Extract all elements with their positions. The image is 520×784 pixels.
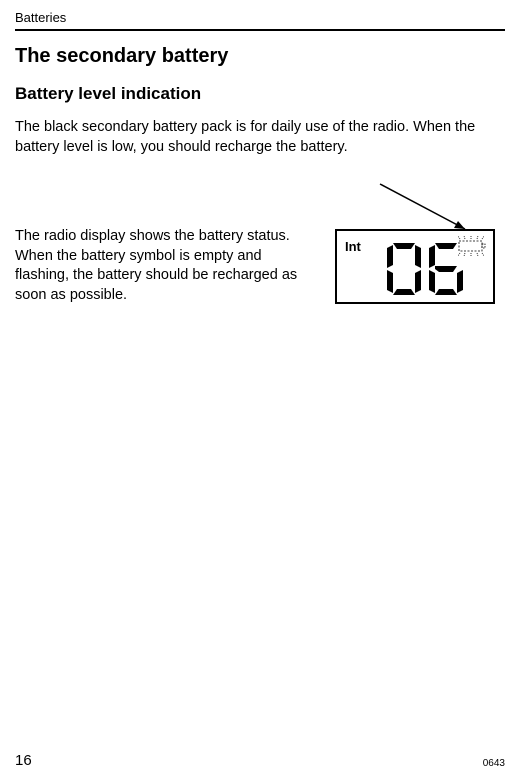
side-paragraph: The radio display shows the battery stat… bbox=[15, 227, 317, 305]
header-section-label: Batteries bbox=[15, 10, 505, 25]
intro-paragraph: The black secondary battery pack is for … bbox=[15, 118, 505, 157]
header-divider bbox=[15, 29, 505, 31]
int-label: Int bbox=[345, 239, 361, 254]
page-title: The secondary battery bbox=[15, 45, 505, 68]
radio-display-diagram: Int bbox=[335, 187, 505, 327]
page-number: 16 bbox=[15, 752, 32, 769]
document-code: 0643 bbox=[483, 758, 505, 769]
section-subtitle: Battery level indication bbox=[15, 84, 505, 104]
lcd-digits bbox=[387, 243, 465, 295]
display-box: Int bbox=[335, 229, 495, 304]
battery-icon bbox=[457, 236, 487, 256]
content-row: The radio display shows the battery stat… bbox=[15, 187, 505, 327]
